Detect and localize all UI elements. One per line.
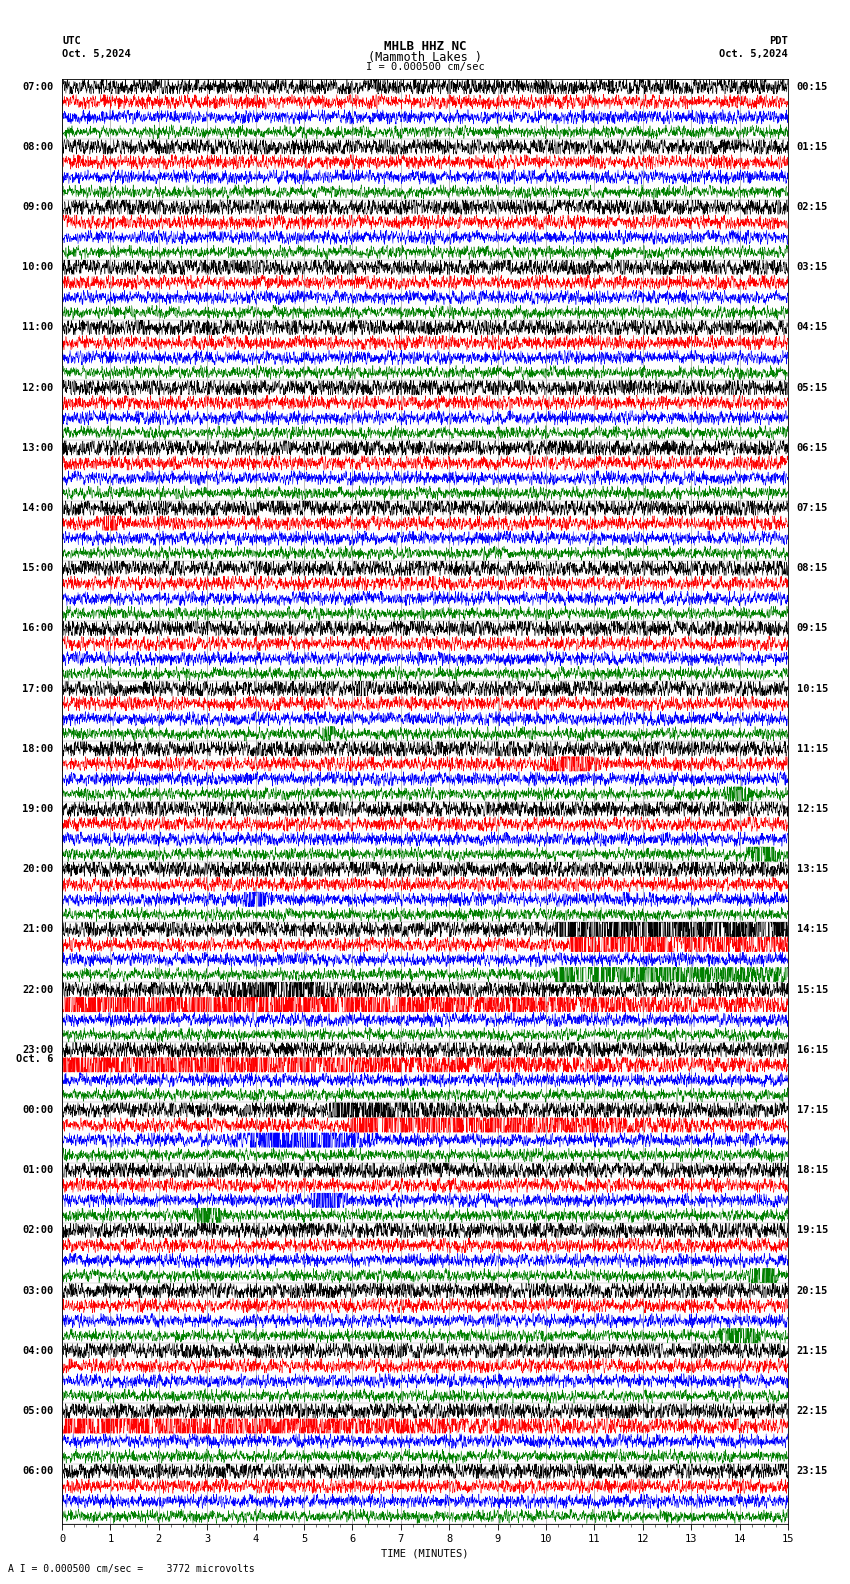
Text: MHLB HHZ NC: MHLB HHZ NC [383, 40, 467, 52]
Text: 13:00: 13:00 [22, 444, 54, 453]
Text: 23:00: 23:00 [22, 1045, 54, 1055]
Text: 02:00: 02:00 [22, 1226, 54, 1236]
Text: 15:00: 15:00 [22, 564, 54, 573]
Text: 13:15: 13:15 [796, 865, 828, 874]
Text: I = 0.000500 cm/sec: I = 0.000500 cm/sec [366, 62, 484, 71]
Text: 21:15: 21:15 [796, 1346, 828, 1356]
Text: 01:00: 01:00 [22, 1166, 54, 1175]
Text: 14:00: 14:00 [22, 504, 54, 513]
Text: 22:00: 22:00 [22, 985, 54, 995]
Text: 07:15: 07:15 [796, 504, 828, 513]
Text: 19:00: 19:00 [22, 805, 54, 814]
Text: 06:15: 06:15 [796, 444, 828, 453]
Text: 10:15: 10:15 [796, 684, 828, 694]
Text: 04:00: 04:00 [22, 1346, 54, 1356]
Text: Oct. 5,2024: Oct. 5,2024 [719, 49, 788, 59]
Text: 18:15: 18:15 [796, 1166, 828, 1175]
Text: 08:00: 08:00 [22, 143, 54, 152]
Text: 20:15: 20:15 [796, 1286, 828, 1296]
Text: 17:15: 17:15 [796, 1106, 828, 1115]
Text: 17:00: 17:00 [22, 684, 54, 694]
Text: 09:00: 09:00 [22, 203, 54, 212]
Text: 01:15: 01:15 [796, 143, 828, 152]
Text: 12:00: 12:00 [22, 383, 54, 393]
Text: 08:15: 08:15 [796, 564, 828, 573]
Text: 06:00: 06:00 [22, 1467, 54, 1476]
Text: Oct. 6: Oct. 6 [16, 1053, 54, 1064]
Text: PDT: PDT [769, 36, 788, 46]
Text: 00:00: 00:00 [22, 1106, 54, 1115]
Text: 21:00: 21:00 [22, 925, 54, 935]
Text: 04:15: 04:15 [796, 323, 828, 333]
Text: 05:15: 05:15 [796, 383, 828, 393]
Text: 19:15: 19:15 [796, 1226, 828, 1236]
Text: A I = 0.000500 cm/sec =    3772 microvolts: A I = 0.000500 cm/sec = 3772 microvolts [8, 1565, 255, 1574]
Text: (Mammoth Lakes ): (Mammoth Lakes ) [368, 51, 482, 63]
Text: 16:15: 16:15 [796, 1045, 828, 1055]
Text: 00:15: 00:15 [796, 82, 828, 92]
Text: 12:15: 12:15 [796, 805, 828, 814]
Text: 11:00: 11:00 [22, 323, 54, 333]
Text: 14:15: 14:15 [796, 925, 828, 935]
Text: 18:00: 18:00 [22, 744, 54, 754]
Text: 02:15: 02:15 [796, 203, 828, 212]
Text: 11:15: 11:15 [796, 744, 828, 754]
Text: 22:15: 22:15 [796, 1407, 828, 1416]
Text: 16:00: 16:00 [22, 624, 54, 634]
Text: 10:00: 10:00 [22, 263, 54, 272]
X-axis label: TIME (MINUTES): TIME (MINUTES) [382, 1549, 468, 1559]
Text: 03:00: 03:00 [22, 1286, 54, 1296]
Text: 07:00: 07:00 [22, 82, 54, 92]
Text: 03:15: 03:15 [796, 263, 828, 272]
Text: 15:15: 15:15 [796, 985, 828, 995]
Text: 23:15: 23:15 [796, 1467, 828, 1476]
Text: 05:00: 05:00 [22, 1407, 54, 1416]
Text: 09:15: 09:15 [796, 624, 828, 634]
Text: UTC: UTC [62, 36, 81, 46]
Text: 20:00: 20:00 [22, 865, 54, 874]
Text: Oct. 5,2024: Oct. 5,2024 [62, 49, 131, 59]
